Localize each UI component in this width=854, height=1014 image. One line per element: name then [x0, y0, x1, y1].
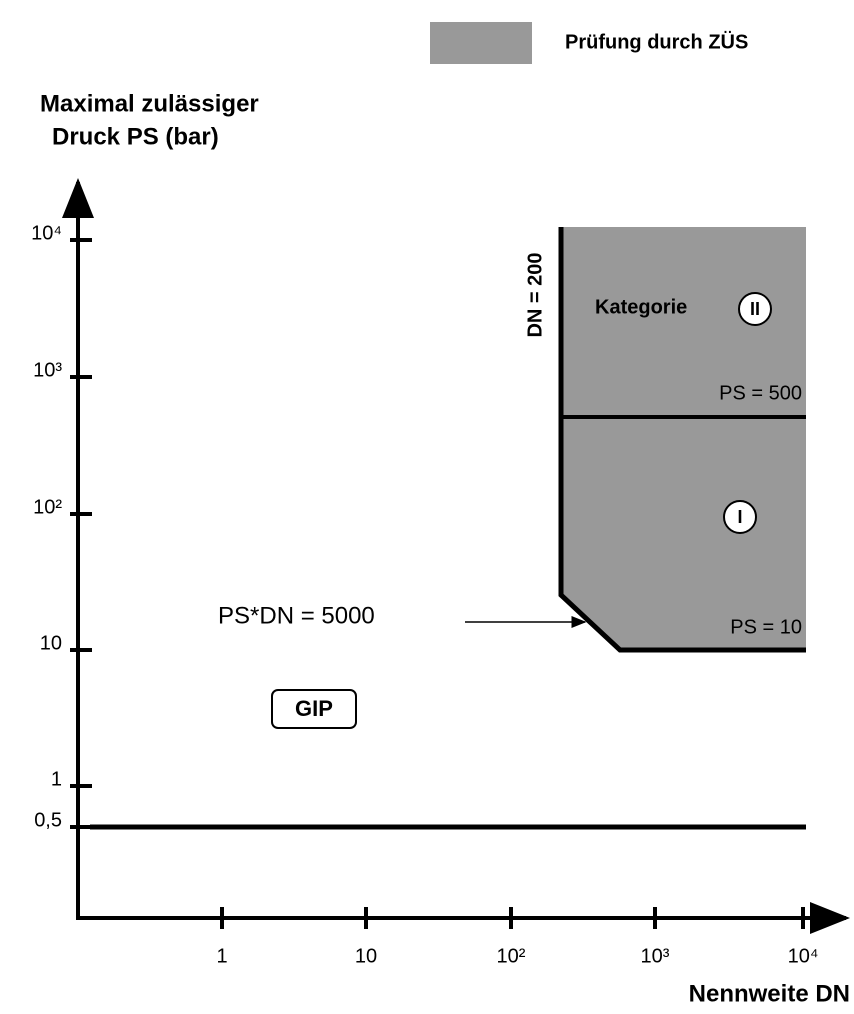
x-axis-title: Nennweite DN	[689, 980, 850, 1007]
y-tick-label: 10³	[33, 359, 62, 381]
y-tick-label: 0,5	[34, 809, 62, 831]
gip-box	[271, 689, 357, 729]
boundary	[558, 227, 806, 653]
category-2: II	[750, 299, 760, 319]
gip: GIP	[295, 696, 333, 721]
category-circle	[723, 500, 757, 534]
x-tick-label: 10	[355, 945, 377, 967]
x-tick-label: 10²	[497, 945, 526, 967]
dn-limit: DN = 200	[524, 252, 546, 337]
category-1: I	[737, 507, 742, 527]
y-tick-label: 10⁴	[31, 222, 62, 244]
y-tick-label: 10²	[33, 496, 62, 518]
category-circle	[738, 292, 772, 326]
ps-10: PS = 10	[730, 616, 802, 638]
x-tick-label: 10⁴	[788, 945, 819, 967]
x-tick-label: 1	[216, 945, 227, 967]
legend-label: Prüfung durch ZÜS	[565, 30, 748, 53]
y-tick-label: 10	[40, 632, 62, 654]
x-tick-label: 10³	[641, 945, 670, 967]
legend-swatch	[430, 22, 532, 64]
y-axis-title: Druck PS (bar)	[52, 123, 219, 150]
product-limit: PS*DN = 5000	[218, 602, 375, 629]
category-label: Kategorie	[595, 296, 687, 318]
ps-500: PS = 500	[719, 382, 802, 404]
y-tick-label: 1	[51, 768, 62, 790]
zus-region	[561, 227, 806, 650]
y-axis-title: Maximal zulässiger	[40, 90, 259, 117]
